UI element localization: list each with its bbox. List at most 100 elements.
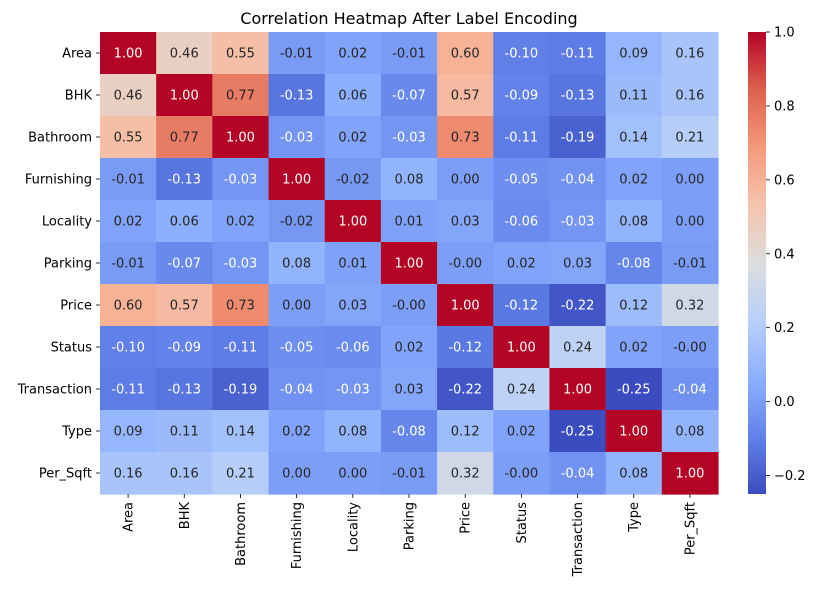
cell-value-label: 0.11 bbox=[619, 89, 648, 104]
y-tick-label: Transaction bbox=[17, 383, 92, 398]
cell-value-label: -0.13 bbox=[167, 173, 201, 188]
heatmap-cell bbox=[437, 326, 494, 369]
heatmap-cell bbox=[268, 200, 326, 243]
x-tick-label: BHK bbox=[178, 502, 193, 530]
cell-value-label: -0.03 bbox=[392, 131, 426, 146]
cell-value-label: 0.73 bbox=[226, 299, 255, 314]
heatmap-cell bbox=[549, 368, 607, 411]
heatmap-cell bbox=[605, 410, 663, 453]
y-tick-labels: Area BHK Bathroom Furnishing Locality Parking… bbox=[17, 47, 100, 482]
heatmap-cell bbox=[661, 452, 719, 495]
cell-value-label: 1.00 bbox=[619, 425, 648, 440]
heatmap-cell bbox=[493, 410, 551, 453]
cell-value-label: 0.02 bbox=[507, 425, 536, 440]
heatmap-cell bbox=[437, 242, 494, 285]
heatmap-cell bbox=[437, 158, 494, 201]
heatmap-cell bbox=[661, 158, 719, 201]
heatmap-cell bbox=[156, 74, 213, 117]
heatmap-cell bbox=[493, 200, 551, 243]
heatmap-cell bbox=[380, 242, 438, 285]
heatmap-cell bbox=[324, 242, 382, 285]
cell-value-label: 0.03 bbox=[338, 299, 367, 314]
cell-value-label: -0.04 bbox=[561, 467, 595, 482]
heatmap-cell bbox=[605, 452, 663, 495]
heatmap-cell bbox=[100, 158, 157, 201]
heatmap-cell bbox=[212, 32, 270, 75]
heatmap-cell bbox=[212, 410, 270, 453]
cell-value-label: -0.09 bbox=[167, 341, 201, 356]
cell-value-label: 0.12 bbox=[451, 425, 480, 440]
heatmap-cell bbox=[100, 452, 157, 495]
heatmap-cells: 1.00 0.46 0.55 -0.01 0.02 -0.01 0.60 -0.10 -0.11… bbox=[100, 32, 719, 495]
heatmap-cell bbox=[493, 158, 551, 201]
cell-value-label: 0.00 bbox=[338, 467, 367, 482]
cell-value-label: 0.46 bbox=[170, 47, 199, 62]
cell-value-label: -0.02 bbox=[336, 173, 370, 188]
cell-value-label: -0.01 bbox=[392, 47, 426, 62]
heatmap-cell bbox=[661, 368, 719, 411]
cell-value-label: 0.21 bbox=[226, 467, 255, 482]
cell-value-label: 0.02 bbox=[226, 215, 255, 230]
heatmap-cell bbox=[437, 74, 494, 117]
x-tick-label: Type bbox=[627, 502, 642, 533]
heatmap-cell bbox=[212, 284, 270, 327]
heatmap-cell bbox=[661, 74, 719, 117]
cell-value-label: 0.60 bbox=[451, 47, 480, 62]
heatmap-cell bbox=[212, 452, 270, 495]
heatmap-cell bbox=[100, 242, 157, 285]
cell-value-label: -0.08 bbox=[617, 257, 651, 272]
cell-value-label: 0.08 bbox=[619, 467, 648, 482]
heatmap-cell bbox=[437, 32, 494, 75]
heatmap-cell bbox=[100, 74, 157, 117]
heatmap-cell bbox=[605, 158, 663, 201]
heatmap-cell bbox=[661, 32, 719, 75]
cell-value-label: -0.10 bbox=[505, 47, 539, 62]
cell-value-label: 0.14 bbox=[226, 425, 255, 440]
cell-value-label: 0.02 bbox=[114, 215, 143, 230]
cell-value-label: -0.03 bbox=[224, 173, 258, 188]
cell-value-label: 0.77 bbox=[226, 89, 255, 104]
heatmap-cell bbox=[380, 200, 438, 243]
colorbar-tick-label: −0.2 bbox=[774, 469, 806, 484]
heatmap-cell bbox=[212, 326, 270, 369]
cell-value-label: 0.03 bbox=[395, 383, 424, 398]
heatmap-cell bbox=[100, 284, 157, 327]
cell-value-label: -0.03 bbox=[224, 257, 258, 272]
heatmap-cell bbox=[268, 116, 326, 159]
cell-value-label: 0.06 bbox=[170, 215, 199, 230]
y-tick-label: Locality bbox=[42, 215, 92, 230]
heatmap-cell bbox=[324, 158, 382, 201]
cell-value-label: -0.01 bbox=[392, 467, 426, 482]
heatmap-cell bbox=[605, 116, 663, 159]
heatmap-cell bbox=[268, 284, 326, 327]
cell-value-label: -0.04 bbox=[673, 383, 707, 398]
cell-value-label: 0.02 bbox=[507, 257, 536, 272]
cell-value-label: 1.00 bbox=[675, 467, 704, 482]
cell-value-label: 0.09 bbox=[619, 47, 648, 62]
cell-value-label: -0.04 bbox=[561, 173, 595, 188]
heatmap-cell bbox=[549, 410, 607, 453]
colorbar-tick-label: 0.4 bbox=[774, 247, 795, 262]
heatmap-cell bbox=[268, 242, 326, 285]
heatmap-cell bbox=[549, 200, 607, 243]
cell-value-label: 0.16 bbox=[114, 467, 143, 482]
cell-value-label: -0.08 bbox=[392, 425, 426, 440]
x-tick-label: Furnishing bbox=[290, 502, 305, 569]
cell-value-label: -0.04 bbox=[280, 383, 314, 398]
heatmap-cell bbox=[549, 452, 607, 495]
cell-value-label: -0.22 bbox=[448, 383, 482, 398]
x-tick-label: Status bbox=[515, 502, 530, 544]
x-tick-label: Transaction bbox=[571, 502, 586, 577]
cell-value-label: -0.12 bbox=[448, 341, 482, 356]
y-tick-label: Parking bbox=[44, 257, 92, 272]
heatmap-cell bbox=[212, 74, 270, 117]
heatmap-cell bbox=[437, 284, 494, 327]
colorbar-tick-label: 0.2 bbox=[774, 321, 795, 336]
heatmap-cell bbox=[605, 326, 663, 369]
cell-value-label: 0.08 bbox=[282, 257, 311, 272]
heatmap-cell bbox=[380, 116, 438, 159]
heatmap-cell bbox=[493, 368, 551, 411]
cell-value-label: 0.03 bbox=[563, 257, 592, 272]
cell-value-label: 0.08 bbox=[338, 425, 367, 440]
cell-value-label: -0.00 bbox=[392, 299, 426, 314]
